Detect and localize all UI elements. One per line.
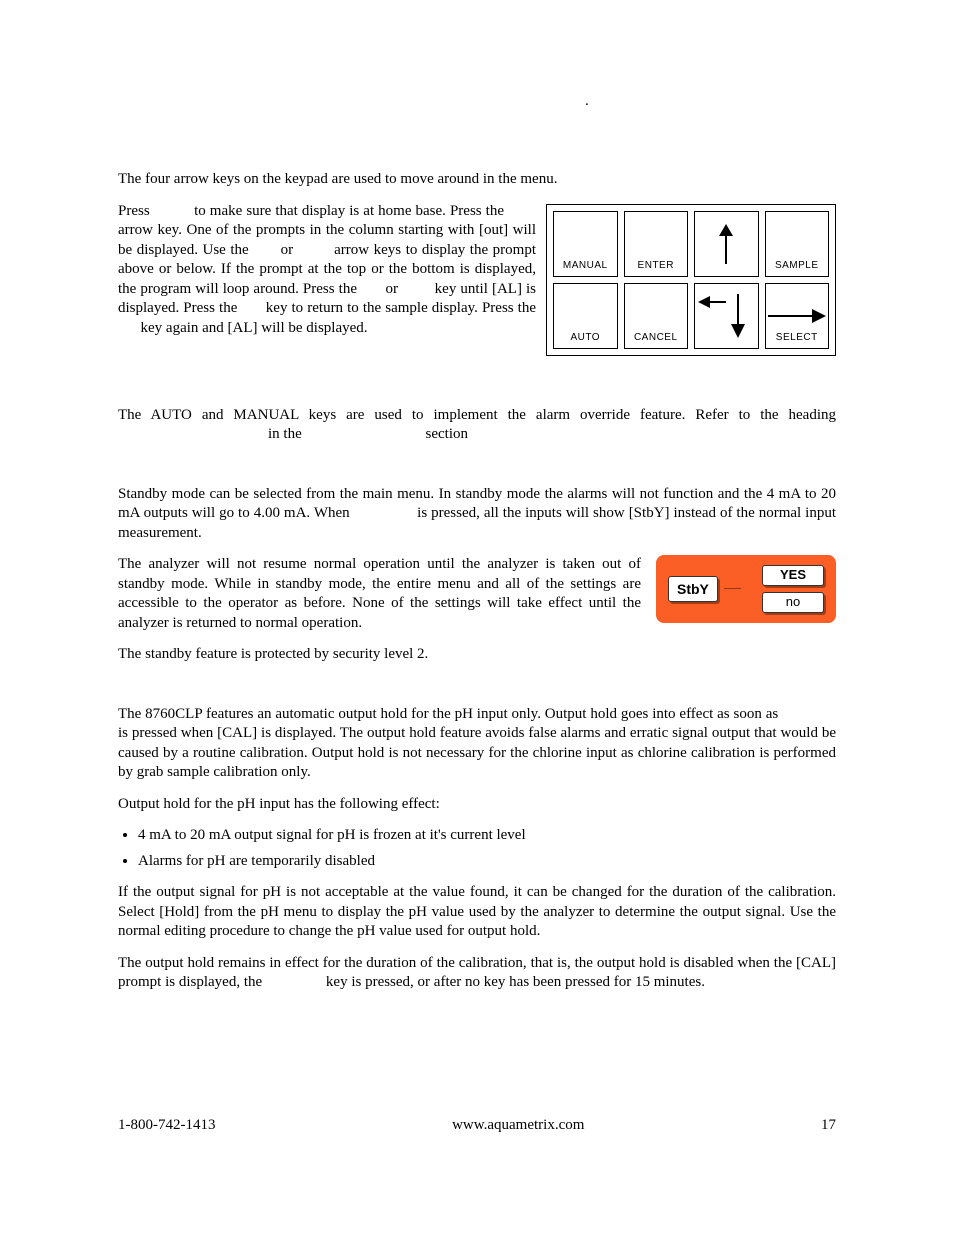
press-paragraph: Press to make sure that display is at ho…	[118, 202, 536, 339]
arrows-combo-icon	[696, 288, 756, 344]
hold-bullet-list: 4 mA to 20 mA output signal for pH is fr…	[118, 826, 836, 871]
stby-connector-line	[724, 588, 741, 589]
list-item: Alarms for pH are temporarily disabled	[138, 852, 836, 872]
text-fragment: or	[281, 242, 294, 258]
stby-no-button: no	[762, 592, 824, 613]
footer-url: www.aquametrix.com	[452, 1116, 584, 1136]
arrow-right-icon	[768, 306, 828, 326]
text-fragment: section	[426, 426, 469, 442]
stray-dot: .	[585, 92, 589, 112]
stby-right-column: YES no	[751, 565, 824, 613]
text-fragment: key again and [AL] will be displayed.	[141, 320, 368, 336]
key-arrow-up	[694, 211, 759, 277]
stby-yes-button: YES	[762, 565, 824, 586]
text-fragment: is pressed when [CAL] is displayed. The …	[118, 725, 836, 780]
text-fragment: key to return to the sample display. Pre…	[266, 300, 536, 316]
key-label: SAMPLE	[775, 259, 819, 272]
key-manual: MANUAL	[553, 211, 618, 277]
stby-left-column: StbY	[668, 576, 741, 602]
hold-paragraph-2: Output hold for the pH input has the fol…	[118, 795, 836, 815]
page: . The four arrow keys on the keypad are …	[0, 0, 954, 1235]
intro-paragraph: The four arrow keys on the keypad are us…	[118, 170, 836, 190]
page-footer: 1-800-742-1413 www.aquametrix.com 17	[118, 1116, 836, 1136]
standby-block: StbY YES no The analyzer will not resume…	[118, 555, 836, 645]
key-label: SELECT	[776, 331, 818, 344]
stby-label: StbY	[668, 576, 718, 602]
key-label: MANUAL	[563, 259, 608, 272]
key-label: ENTER	[638, 259, 674, 272]
text-fragment: The 8760CLP features an automatic output…	[118, 706, 778, 722]
hold-paragraph-1: The 8760CLP features an automatic output…	[118, 705, 836, 783]
text-fragment: Press	[118, 203, 150, 219]
footer-phone: 1-800-742-1413	[118, 1116, 216, 1136]
key-label: AUTO	[570, 331, 600, 344]
text-fragment: key is pressed, or after no key has been…	[326, 974, 705, 990]
key-auto: AUTO	[553, 283, 618, 349]
text-fragment: The AUTO and MANUAL keys are used to imp…	[118, 407, 836, 423]
standby-paragraph-3: The standby feature is protected by secu…	[118, 645, 836, 665]
footer-page-number: 17	[821, 1116, 836, 1136]
auto-manual-paragraph: The AUTO and MANUAL keys are used to imp…	[118, 406, 836, 445]
key-arrows-left-down-right	[694, 283, 759, 349]
hold-paragraph-3: If the output signal for pH is not accep…	[118, 883, 836, 942]
stby-figure: StbY YES no	[656, 555, 836, 623]
text-fragment: in the	[268, 426, 302, 442]
key-label: CANCEL	[634, 331, 678, 344]
key-sample: SAMPLE	[765, 211, 830, 277]
text-fragment: or	[386, 281, 399, 297]
arrow-up-icon	[715, 224, 737, 264]
keypad-figure: MANUAL ENTER SAMPLE AUTO CANCEL	[546, 204, 836, 356]
list-item: 4 mA to 20 mA output signal for pH is fr…	[138, 826, 836, 846]
text-fragment: to make sure that display is at home bas…	[194, 203, 504, 219]
hold-paragraph-4: The output hold remains in effect for th…	[118, 954, 836, 993]
key-select: SELECT	[765, 283, 830, 349]
stby-box: StbY YES no	[656, 555, 836, 623]
standby-paragraph-2: The analyzer will not resume normal oper…	[118, 555, 641, 633]
standby-paragraph-1: Standby mode can be selected from the ma…	[118, 485, 836, 544]
keypad-grid: MANUAL ENTER SAMPLE AUTO CANCEL	[546, 204, 836, 356]
press-section: MANUAL ENTER SAMPLE AUTO CANCEL	[118, 202, 836, 356]
key-cancel: CANCEL	[624, 283, 689, 349]
key-enter: ENTER	[624, 211, 689, 277]
